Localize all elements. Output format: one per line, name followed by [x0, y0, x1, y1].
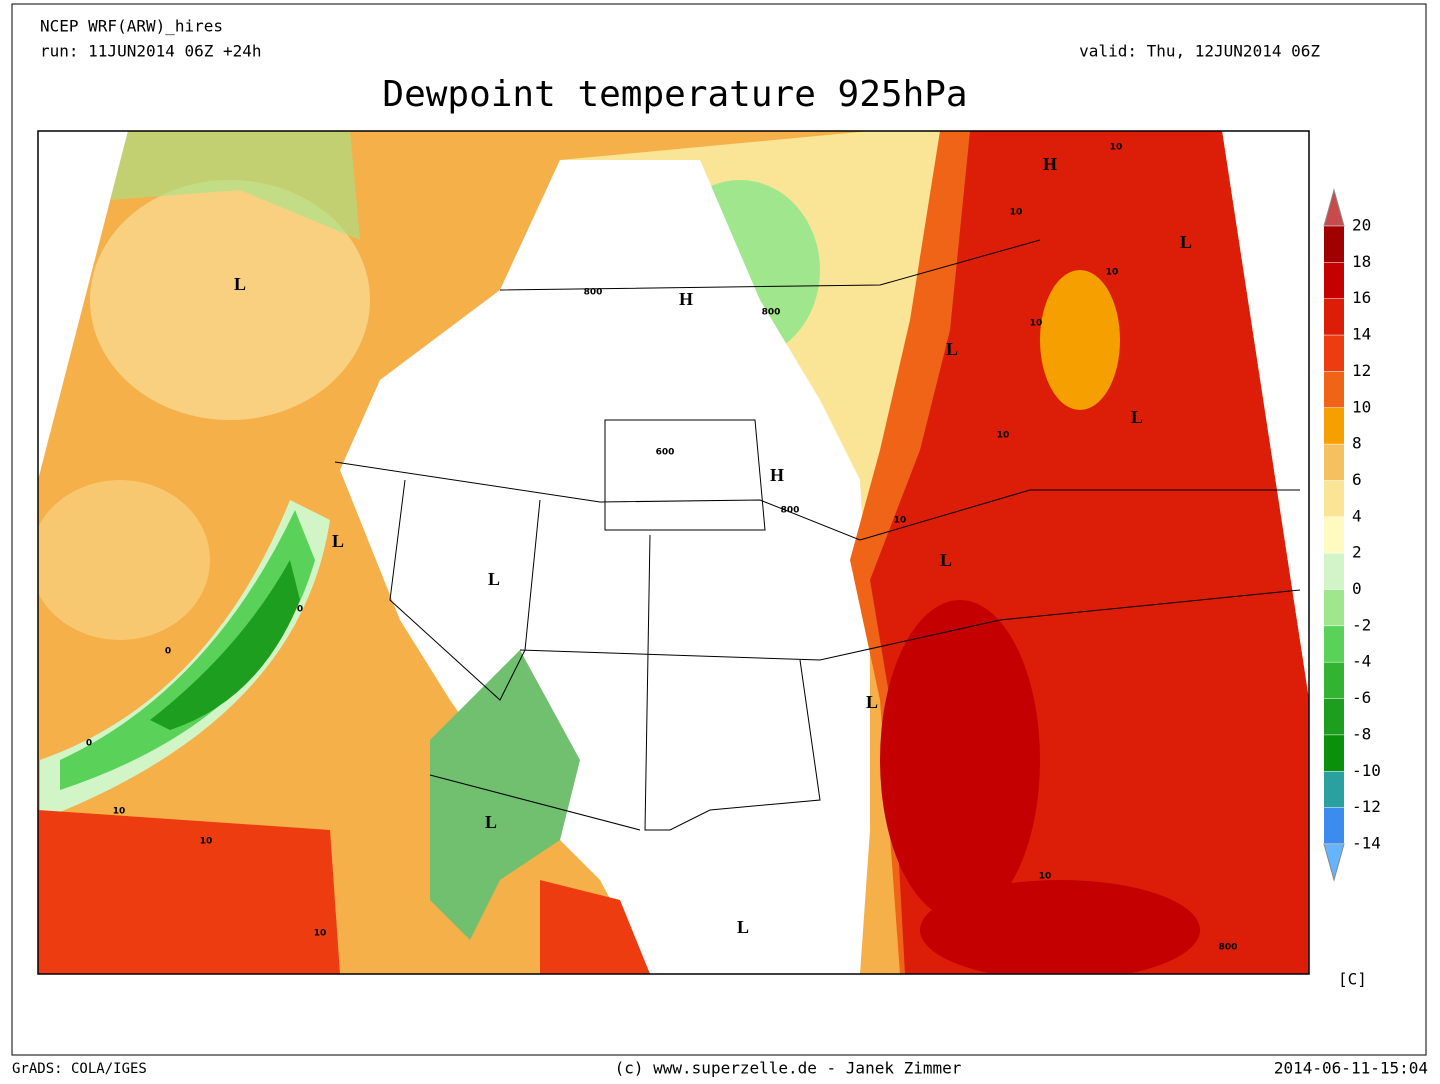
colorbar-segment — [1324, 226, 1344, 263]
dry-area — [340, 160, 870, 974]
border — [389, 479, 541, 701]
colorbar-label: -4 — [1352, 652, 1371, 671]
contour-label: 10 — [314, 929, 327, 939]
contour-label: 10 — [997, 431, 1010, 441]
field — [540, 880, 650, 974]
field — [110, 131, 360, 240]
field — [38, 810, 340, 974]
field — [90, 180, 370, 420]
colorbar-segment — [1324, 662, 1344, 699]
border — [519, 589, 1301, 661]
colorbar-label: -2 — [1352, 615, 1371, 634]
pressure-center: L — [946, 339, 958, 359]
colorbar-extension — [1323, 188, 1345, 227]
colorbar-label: 10 — [1352, 397, 1371, 416]
colorbar-segment — [1324, 553, 1344, 590]
map-frame — [37, 130, 1310, 975]
field — [880, 600, 1040, 920]
contour-label: 0 — [297, 605, 303, 615]
colorbar-label: 16 — [1352, 288, 1371, 307]
contour-label: 800 — [781, 506, 800, 516]
colorbar-segment — [1324, 444, 1344, 481]
contour-label: 10 — [113, 807, 126, 817]
map: L H L L H L L H L L L L L 800 800 600 800 10 10 10 10 10 10 10 0… — [37, 130, 1310, 975]
colorbar-label: 12 — [1352, 361, 1371, 380]
colorbar-segment — [1324, 734, 1344, 772]
model-name: NCEP WRF(ARW)_hires — [40, 17, 223, 36]
colorbar-label: 14 — [1352, 325, 1371, 344]
border — [644, 534, 821, 831]
contour-label: 800 — [584, 288, 603, 298]
colorbar-label: -10 — [1352, 761, 1381, 780]
contour-label: 0 — [86, 739, 92, 749]
run-info: run: 11JUN2014 06Z +24h — [40, 42, 262, 61]
footer-left: GrADS: COLA/IGES — [12, 1061, 147, 1077]
colorbar-label: -6 — [1352, 688, 1371, 707]
contour-label: 0 — [165, 647, 171, 657]
contour-label: 10 — [894, 516, 907, 526]
colorbar-label: 0 — [1352, 579, 1362, 598]
colorbar-segment — [1324, 698, 1344, 735]
pressure-center: L — [737, 917, 749, 937]
field — [1040, 270, 1120, 410]
colorbar-label: -12 — [1352, 797, 1381, 816]
contour-label: 10 — [1030, 319, 1043, 329]
field — [38, 480, 210, 640]
colorbar-segment — [1324, 771, 1344, 808]
pressure-center: L — [234, 274, 246, 294]
contour-label: 10 — [1110, 143, 1123, 153]
border — [499, 239, 1041, 291]
outer-frame — [11, 3, 1427, 1056]
colorbar-label: 2 — [1352, 543, 1362, 562]
contour-label: 10 — [1039, 872, 1052, 882]
pressure-center: L — [866, 692, 878, 712]
unit-label: [C] — [1338, 970, 1367, 989]
footer-center: (c) www.superzelle.de - Janek Zimmer — [615, 1059, 962, 1078]
colorbar-label: 6 — [1352, 470, 1362, 489]
pressure-center: L — [485, 812, 497, 832]
colorbar-segment — [1324, 480, 1344, 517]
pressure-center: L — [1180, 232, 1192, 252]
pressure-center: L — [1131, 407, 1143, 427]
pressure-center: L — [940, 550, 952, 570]
title: Dewpoint temperature 925hPa — [382, 74, 967, 115]
contour-label: 600 — [656, 448, 675, 458]
colorbar-segment — [1324, 407, 1344, 445]
colorbar-segment — [1324, 807, 1344, 844]
contour-label: 10 — [1106, 268, 1119, 278]
pressure-center: L — [332, 531, 344, 551]
colorbar-extension — [1323, 843, 1345, 882]
colorbar-label: -14 — [1352, 833, 1381, 852]
contour-label: 800 — [762, 308, 781, 318]
field — [920, 880, 1200, 974]
colorbar-segment — [1324, 625, 1344, 663]
colorbar-segment — [1324, 335, 1344, 372]
colorbar-label: 20 — [1352, 216, 1371, 235]
colorbar-label: 4 — [1352, 506, 1362, 525]
colorbar-segment — [1324, 516, 1344, 554]
colorbar-segment — [1324, 371, 1344, 408]
colorbar-segment — [1324, 589, 1344, 626]
field — [150, 560, 300, 730]
colorbar-segment — [1324, 298, 1344, 336]
contour-label: 10 — [200, 837, 213, 847]
colorbar-label: -8 — [1352, 724, 1371, 743]
valid-info: valid: Thu, 12JUN2014 06Z — [1079, 42, 1320, 61]
pressure-center: H — [1043, 154, 1057, 174]
pressure-center: L — [488, 569, 500, 589]
contour-label: 10 — [1010, 208, 1023, 218]
border — [429, 774, 641, 831]
pressure-center: H — [770, 465, 784, 485]
footer-right: 2014-06-11-15:04 — [1274, 1059, 1428, 1078]
colorbar-label: 18 — [1352, 252, 1371, 271]
contour-label: 800 — [1219, 943, 1238, 953]
border — [334, 461, 1300, 541]
border — [604, 419, 766, 531]
colorbar-segment — [1324, 262, 1344, 299]
colorbar-label: 8 — [1352, 434, 1362, 453]
pressure-center: H — [679, 289, 693, 309]
